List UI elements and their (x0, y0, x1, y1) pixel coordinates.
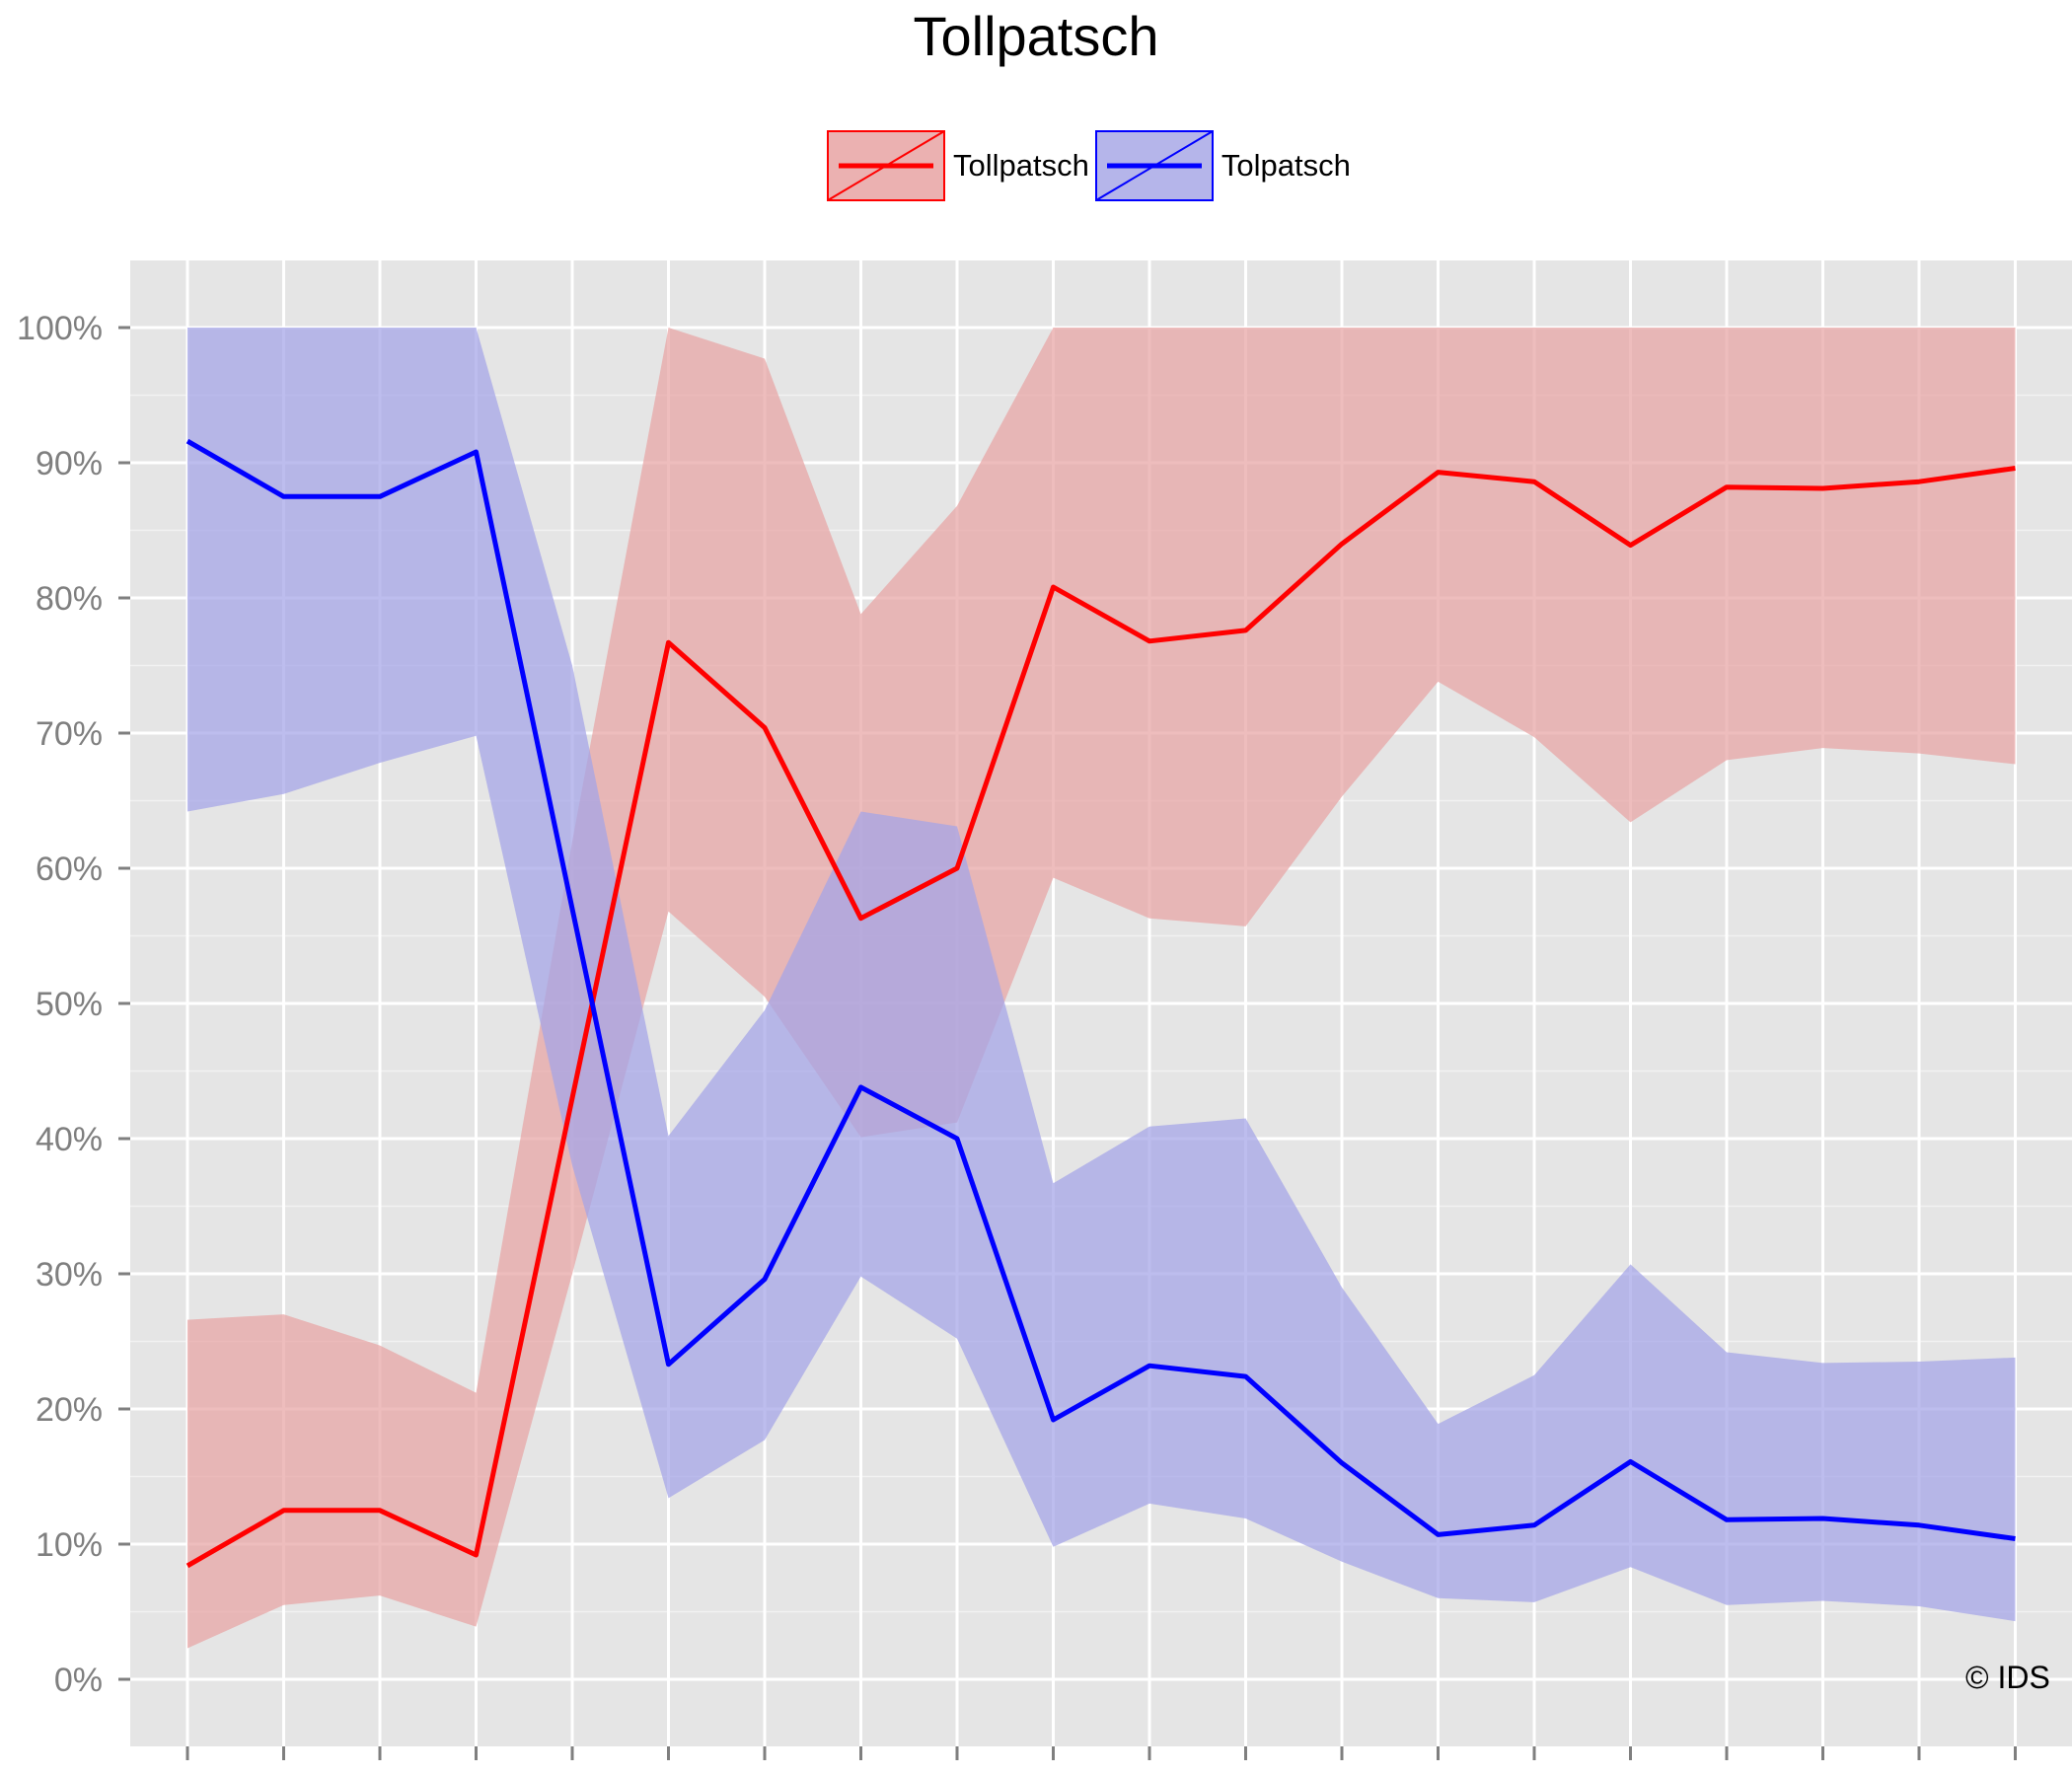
legend-label-tolpatsch: Tolpatsch (1221, 148, 1351, 183)
y-tick-label: 0% (54, 1662, 103, 1699)
y-tick-label: 100% (17, 310, 103, 347)
y-tick-label: 90% (36, 445, 103, 482)
y-tick-label: 60% (36, 851, 103, 888)
axes: 0% 10% 20% 30% 40% 50% 60% 70% 80% 90% 100% (17, 310, 2017, 1760)
legend-key-tolpatsch (1094, 130, 1214, 201)
band-tolpatsch (187, 328, 2016, 1622)
legend-key-tollpatsch (827, 130, 945, 201)
legend: Tollpatsch Tolpatsch (827, 128, 1357, 203)
series-lines (185, 438, 2016, 1569)
legend-label-tollpatsch: Tollpatsch (953, 148, 1089, 183)
series-line-tollpatsch (185, 466, 2016, 1569)
y-tick-label: 40% (36, 1121, 103, 1158)
legend-item-tollpatsch: Tollpatsch (827, 130, 1089, 201)
y-tick-label: 50% (36, 986, 103, 1023)
legend-item-tolpatsch: Tolpatsch (1094, 130, 1351, 201)
copyright-annotation: © IDS (1965, 1660, 2050, 1695)
y-tick-label: 20% (36, 1391, 103, 1429)
band-tollpatsch (187, 328, 2016, 1649)
y-tick-label: 80% (36, 580, 103, 618)
y-tick-label: 30% (36, 1256, 103, 1294)
confidence-bands (187, 328, 2016, 1649)
series-line-tolpatsch (185, 438, 2016, 1541)
chart-title: Tollpatsch (913, 5, 1159, 67)
y-tick-label: 10% (36, 1526, 103, 1564)
y-tick-label: 70% (36, 715, 103, 753)
